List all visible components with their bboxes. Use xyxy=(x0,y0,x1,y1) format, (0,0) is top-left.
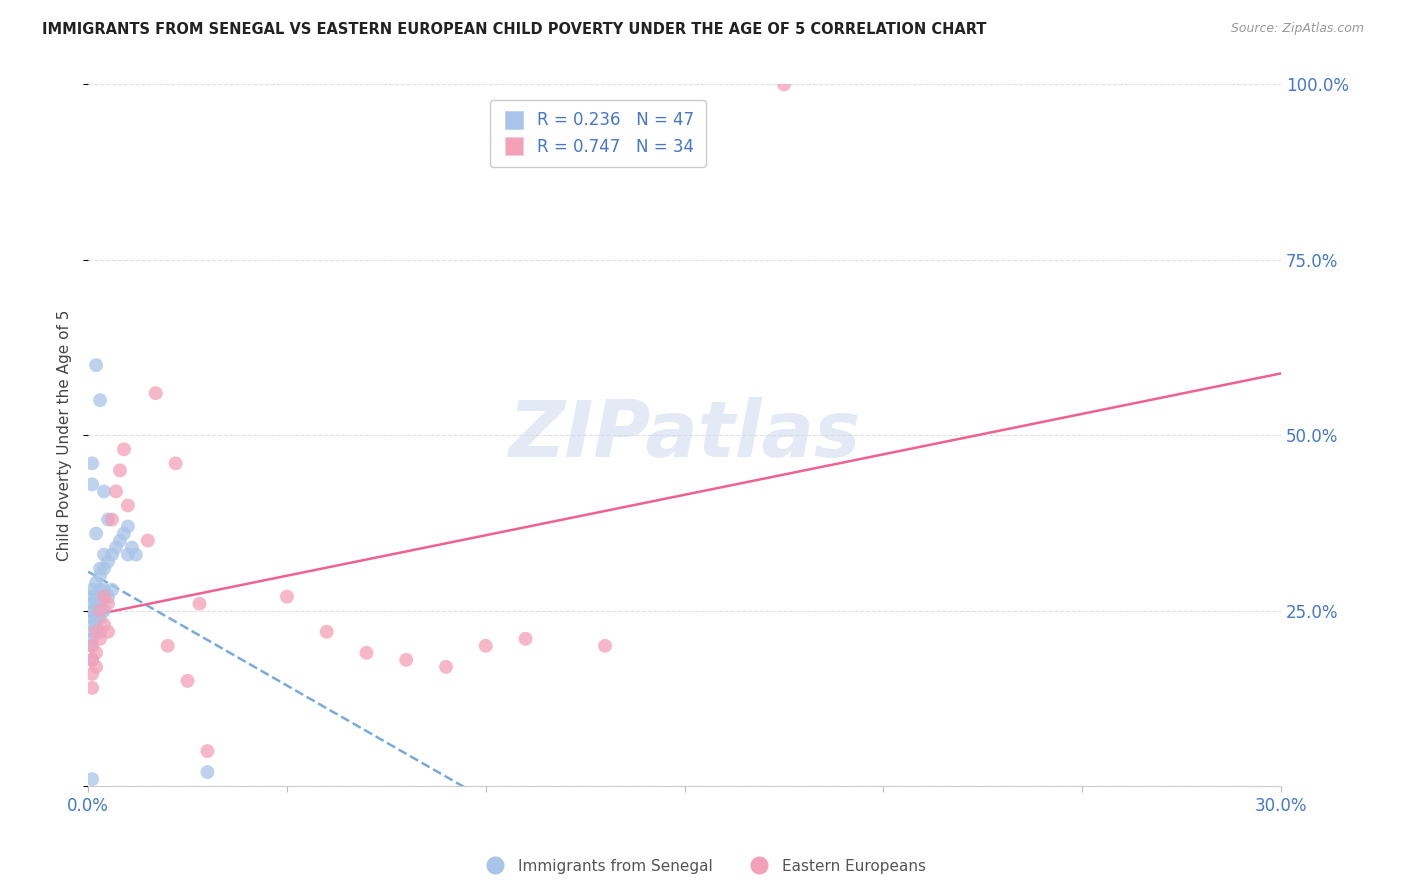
Point xyxy=(197,744,219,758)
Point xyxy=(82,681,104,695)
Point xyxy=(82,632,104,646)
Point xyxy=(89,568,111,582)
Point xyxy=(84,358,107,372)
Point xyxy=(97,555,120,569)
Point xyxy=(82,772,104,786)
Point xyxy=(165,456,187,470)
Point xyxy=(197,765,219,780)
Point xyxy=(474,639,496,653)
Point xyxy=(84,660,107,674)
Point xyxy=(145,386,167,401)
Point xyxy=(84,597,107,611)
Point xyxy=(101,582,124,597)
Point xyxy=(93,604,115,618)
Point xyxy=(82,604,104,618)
Point xyxy=(188,597,211,611)
Point xyxy=(112,442,135,457)
Point xyxy=(82,456,104,470)
Point xyxy=(84,624,107,639)
Point xyxy=(84,617,107,632)
Point xyxy=(89,393,111,408)
Text: ZIPatlas: ZIPatlas xyxy=(509,397,860,474)
Point xyxy=(315,624,337,639)
Point xyxy=(82,597,104,611)
Point xyxy=(515,632,537,646)
Point xyxy=(82,639,104,653)
Point xyxy=(356,646,378,660)
Point xyxy=(773,78,796,92)
Point xyxy=(276,590,298,604)
Point xyxy=(101,548,124,562)
Point xyxy=(395,653,418,667)
Point xyxy=(121,541,143,555)
Point xyxy=(89,604,111,618)
Point xyxy=(104,541,127,555)
Point xyxy=(136,533,159,548)
Legend: Immigrants from Senegal, Eastern Europeans: Immigrants from Senegal, Eastern Europea… xyxy=(474,853,932,880)
Point xyxy=(84,611,107,625)
Point xyxy=(108,463,131,477)
Point xyxy=(84,526,107,541)
Point xyxy=(84,646,107,660)
Point xyxy=(101,512,124,526)
Point xyxy=(89,624,111,639)
Point xyxy=(93,561,115,575)
Point xyxy=(84,604,107,618)
Point xyxy=(593,639,616,653)
Point xyxy=(89,597,111,611)
Point xyxy=(97,624,120,639)
Text: IMMIGRANTS FROM SENEGAL VS EASTERN EUROPEAN CHILD POVERTY UNDER THE AGE OF 5 COR: IMMIGRANTS FROM SENEGAL VS EASTERN EUROP… xyxy=(42,22,987,37)
Point xyxy=(82,653,104,667)
Point xyxy=(117,519,139,533)
Point xyxy=(84,624,107,639)
Point xyxy=(93,590,115,604)
Point xyxy=(117,499,139,513)
Point xyxy=(82,611,104,625)
Point xyxy=(89,632,111,646)
Point xyxy=(84,575,107,590)
Point xyxy=(82,477,104,491)
Point xyxy=(82,617,104,632)
Point xyxy=(89,561,111,575)
Point xyxy=(82,590,104,604)
Point xyxy=(97,590,120,604)
Point xyxy=(112,526,135,541)
Point xyxy=(434,660,457,674)
Point xyxy=(125,548,148,562)
Point xyxy=(82,653,104,667)
Point xyxy=(84,590,107,604)
Point xyxy=(104,484,127,499)
Text: Source: ZipAtlas.com: Source: ZipAtlas.com xyxy=(1230,22,1364,36)
Point xyxy=(93,548,115,562)
Point xyxy=(97,597,120,611)
Point xyxy=(82,666,104,681)
Point xyxy=(93,617,115,632)
Point xyxy=(97,512,120,526)
Point xyxy=(108,533,131,548)
Point xyxy=(156,639,179,653)
Point xyxy=(93,582,115,597)
Point xyxy=(82,624,104,639)
Point xyxy=(89,611,111,625)
Point xyxy=(82,582,104,597)
Point xyxy=(176,673,198,688)
Point xyxy=(117,548,139,562)
Y-axis label: Child Poverty Under the Age of 5: Child Poverty Under the Age of 5 xyxy=(58,310,72,561)
Point xyxy=(82,639,104,653)
Point xyxy=(93,484,115,499)
Point xyxy=(89,582,111,597)
Legend: R = 0.236   N = 47, R = 0.747   N = 34: R = 0.236 N = 47, R = 0.747 N = 34 xyxy=(491,100,706,168)
